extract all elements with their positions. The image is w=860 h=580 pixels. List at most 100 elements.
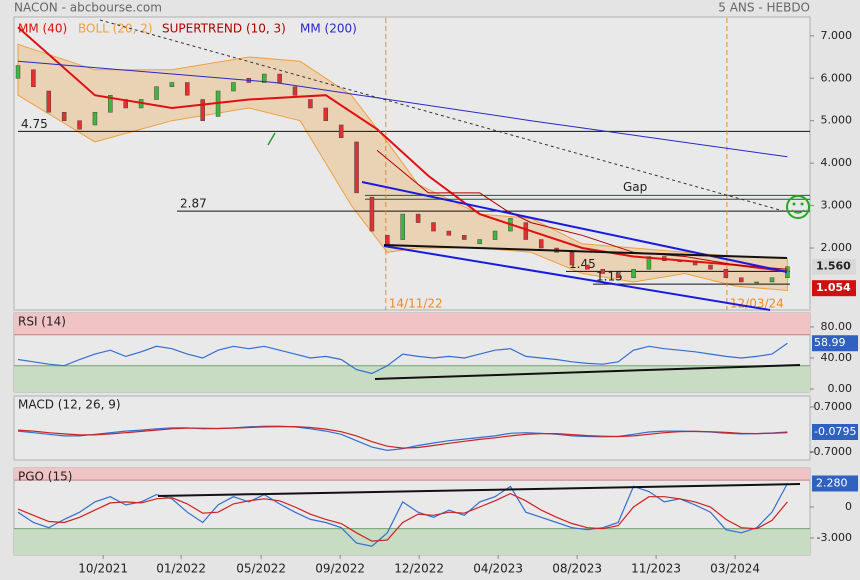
oversold-zone xyxy=(14,528,810,555)
trendline xyxy=(383,245,771,311)
y-tick-label: 0.00 xyxy=(828,382,853,395)
candle xyxy=(400,213,405,240)
x-tick-label: 01/2022 xyxy=(156,562,206,576)
candle xyxy=(462,235,467,240)
candle xyxy=(92,111,98,126)
y-tick-label: 40.00 xyxy=(821,351,853,364)
candle xyxy=(338,124,344,138)
macd-panel xyxy=(13,395,811,461)
candle xyxy=(108,94,113,113)
value-marker-label: 2.280 xyxy=(816,476,848,489)
smiley-icon xyxy=(786,195,810,219)
y-tick-label: 6.000 xyxy=(821,71,853,84)
value-marker xyxy=(812,335,858,352)
x-tick-label: 08/2023 xyxy=(552,562,602,576)
smiley-eye xyxy=(792,202,796,206)
indicator-line xyxy=(17,60,788,158)
x-tick-label: 05/2022 xyxy=(236,562,286,576)
y-tick-label: 5.000 xyxy=(821,114,853,127)
y-tick-label: -0.7000 xyxy=(810,445,852,458)
indicator-line xyxy=(376,150,788,270)
candle xyxy=(261,73,267,83)
candle xyxy=(369,196,375,232)
candle xyxy=(769,277,775,283)
header-period: 5 ANS - HEBDO xyxy=(718,1,810,15)
indicator-line xyxy=(17,426,788,449)
y-tick-label: 4.000 xyxy=(821,156,853,169)
candle xyxy=(385,235,390,245)
trendline xyxy=(361,181,788,273)
candle xyxy=(354,141,359,194)
overbought-zone xyxy=(14,468,810,481)
y-tick-label: 2.000 xyxy=(821,241,853,254)
candle xyxy=(477,239,482,245)
candle xyxy=(431,222,436,232)
candle xyxy=(615,273,621,278)
candle xyxy=(15,65,21,79)
candle xyxy=(569,252,575,266)
panel-title: PGO (15) xyxy=(18,470,72,484)
header-title: NACON - abcbourse.com xyxy=(14,1,162,15)
panel-title: RSI (14) xyxy=(18,315,66,329)
y-tick-label: 7.000 xyxy=(821,29,853,42)
legend-entry: SUPERTREND (10, 3) xyxy=(162,22,286,36)
trendline xyxy=(383,244,788,259)
legend-entry: BOLL (20, 2) xyxy=(78,22,153,36)
level-label: 2.87 xyxy=(180,197,207,211)
candle xyxy=(708,264,713,270)
candle xyxy=(446,230,452,236)
value-marker xyxy=(812,475,858,492)
oversold-zone xyxy=(14,365,810,392)
panel-title: MACD (12, 26, 9) xyxy=(18,398,121,412)
candle xyxy=(600,269,606,274)
candle xyxy=(154,86,159,100)
value-marker-label: 58.99 xyxy=(814,336,846,349)
x-tick-label: 10/2021 xyxy=(78,562,128,576)
level-label: 4.75 xyxy=(21,117,48,131)
candle xyxy=(277,73,282,83)
candle xyxy=(585,264,590,270)
value-marker xyxy=(812,424,858,441)
y-tick-label: 80.00 xyxy=(821,320,853,333)
candle xyxy=(646,256,652,270)
y-tick-label: 3.000 xyxy=(821,199,853,212)
candle xyxy=(77,120,82,130)
event-label: 12/03/24 xyxy=(730,297,784,311)
candle xyxy=(308,99,313,109)
indicator-line xyxy=(17,483,788,547)
trendline xyxy=(99,19,788,213)
candle xyxy=(231,82,236,92)
candle xyxy=(200,99,205,121)
overbought-zone xyxy=(14,313,810,335)
candle xyxy=(523,222,529,240)
candle xyxy=(46,90,52,113)
candle xyxy=(61,111,67,121)
y-tick-label: 0.7000 xyxy=(814,400,853,413)
trendline xyxy=(267,132,276,146)
candle xyxy=(185,82,190,96)
gap-label: Gap xyxy=(623,180,647,194)
candle xyxy=(415,213,421,223)
smiley-mouth xyxy=(791,209,805,214)
event-label: 14/11/22 xyxy=(389,297,443,311)
plot-layer: 7.000 6.000 5.000 4.000 3.000 2.000 4.75 2.87 1.… xyxy=(14,18,858,576)
price-marker-label: 1.054 xyxy=(816,281,851,294)
smiley-eye xyxy=(800,202,804,206)
x-tick-label: 11/2023 xyxy=(631,562,681,576)
indicator-line xyxy=(17,342,788,375)
candle xyxy=(292,86,298,96)
indicator-line xyxy=(17,26,788,273)
candle xyxy=(31,69,36,88)
candle xyxy=(723,269,729,278)
price-marker-label: 1.560 xyxy=(816,260,851,273)
legend-entry: MM (40) xyxy=(18,22,67,36)
value-marker-label: -0.0795 xyxy=(814,425,856,438)
x-tick-label: 09/2022 xyxy=(315,562,365,576)
y-tick-label: -3.000 xyxy=(817,531,852,544)
candle xyxy=(538,239,544,249)
x-tick-label: 04/2023 xyxy=(473,562,523,576)
price-marker xyxy=(812,280,856,297)
candle xyxy=(631,269,636,278)
price-marker xyxy=(812,258,856,275)
